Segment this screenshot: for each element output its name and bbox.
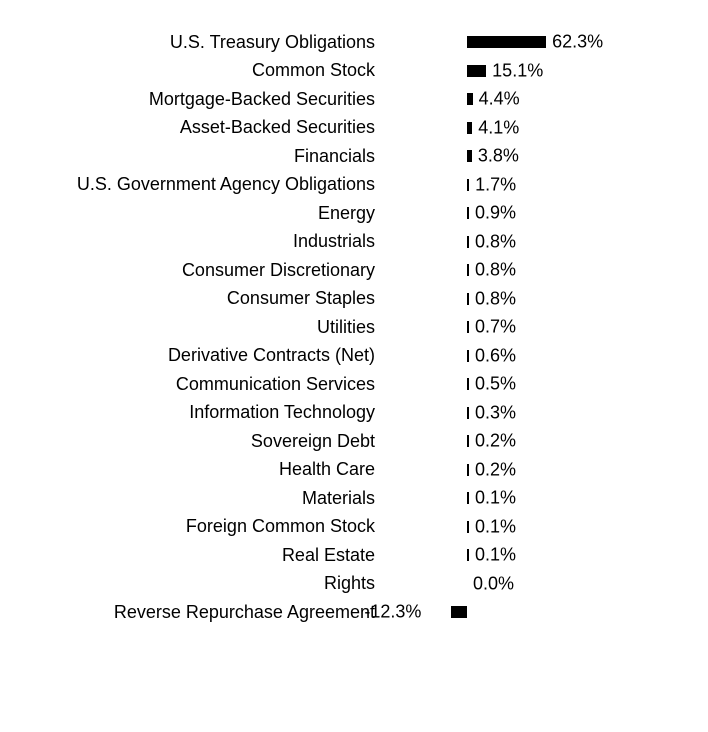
value-label: 0.9% <box>475 203 516 224</box>
value-label: 4.4% <box>479 89 520 110</box>
category-label: Rights <box>20 573 375 594</box>
chart-row: Asset-Backed Securities 4.1% <box>20 114 708 143</box>
chart-row: Energy 0.9% <box>20 199 708 228</box>
value-label: 0.1% <box>475 488 516 509</box>
bar <box>467 492 469 504</box>
chart-row: Utilities 0.7% <box>20 313 708 342</box>
category-label: Common Stock <box>20 60 375 81</box>
category-label: Derivative Contracts (Net) <box>20 345 375 366</box>
value-label: 0.5% <box>475 374 516 395</box>
value-label: 15.1% <box>492 60 543 81</box>
category-label: Materials <box>20 488 375 509</box>
chart-row: Mortgage-Backed Securities 4.4% <box>20 85 708 114</box>
chart-row: Materials 0.1% <box>20 484 708 513</box>
chart-row: Consumer Staples 0.8% <box>20 285 708 314</box>
bar <box>467 207 469 219</box>
category-label: Real Estate <box>20 545 375 566</box>
chart-row: Sovereign Debt 0.2% <box>20 427 708 456</box>
chart-row: Consumer Discretionary 0.8% <box>20 256 708 285</box>
chart-row: Reverse Repurchase Agreement-12.3% <box>20 598 708 627</box>
bar <box>451 606 467 618</box>
category-label: Sovereign Debt <box>20 431 375 452</box>
value-label: 0.1% <box>475 516 516 537</box>
chart-row: Financials 3.8% <box>20 142 708 171</box>
category-label: Industrials <box>20 231 375 252</box>
chart-row: Information Technology 0.3% <box>20 399 708 428</box>
bar <box>467 549 469 561</box>
category-label: U.S. Government Agency Obligations <box>20 174 375 195</box>
category-label: Foreign Common Stock <box>20 516 375 537</box>
category-label: U.S. Treasury Obligations <box>20 32 375 53</box>
category-label: Mortgage-Backed Securities <box>20 89 375 110</box>
category-label: Energy <box>20 203 375 224</box>
chart-row: U.S. Government Agency Obligations 1.7% <box>20 171 708 200</box>
bar <box>467 93 473 105</box>
category-label: Reverse Repurchase Agreement <box>20 602 375 623</box>
value-label: 0.3% <box>475 402 516 423</box>
bar <box>467 150 472 162</box>
bar <box>467 36 546 48</box>
bar <box>467 264 469 276</box>
bar <box>467 435 469 447</box>
bar <box>467 293 469 305</box>
category-label: Financials <box>20 146 375 167</box>
category-label: Information Technology <box>20 402 375 423</box>
bar <box>467 521 469 533</box>
bar <box>467 321 469 333</box>
value-label: 0.0% <box>473 573 514 594</box>
value-label: -12.3% <box>364 602 421 623</box>
value-label: 0.2% <box>475 459 516 480</box>
chart-row: U.S. Treasury Obligations 62.3% <box>20 28 708 57</box>
value-label: 0.6% <box>475 345 516 366</box>
allocation-bar-chart: U.S. Treasury Obligations 62.3% Common Sto… <box>0 0 708 627</box>
bar <box>467 65 486 77</box>
value-label: 0.7% <box>475 317 516 338</box>
value-label: 4.1% <box>478 117 519 138</box>
value-label: 0.8% <box>475 231 516 252</box>
category-label: Asset-Backed Securities <box>20 117 375 138</box>
value-label: 0.1% <box>475 545 516 566</box>
chart-row: Communication Services 0.5% <box>20 370 708 399</box>
bar <box>467 464 469 476</box>
category-label: Health Care <box>20 459 375 480</box>
category-label: Consumer Staples <box>20 288 375 309</box>
category-label: Communication Services <box>20 374 375 395</box>
bar <box>467 179 469 191</box>
value-label: 0.2% <box>475 431 516 452</box>
category-label: Utilities <box>20 317 375 338</box>
value-label: 3.8% <box>478 146 519 167</box>
chart-row: Rights 0.0% <box>20 570 708 599</box>
chart-row: Derivative Contracts (Net) 0.6% <box>20 342 708 371</box>
value-label: 0.8% <box>475 288 516 309</box>
chart-row: Real Estate 0.1% <box>20 541 708 570</box>
chart-row: Foreign Common Stock 0.1% <box>20 513 708 542</box>
category-label: Consumer Discretionary <box>20 260 375 281</box>
bar <box>467 236 469 248</box>
value-label: 0.8% <box>475 260 516 281</box>
value-label: 62.3% <box>552 32 603 53</box>
bar <box>467 407 469 419</box>
chart-row: Industrials 0.8% <box>20 228 708 257</box>
bar <box>467 122 472 134</box>
value-label: 1.7% <box>475 174 516 195</box>
chart-row: Common Stock 15.1% <box>20 57 708 86</box>
chart-row: Health Care 0.2% <box>20 456 708 485</box>
bar <box>467 350 469 362</box>
bar <box>467 378 469 390</box>
